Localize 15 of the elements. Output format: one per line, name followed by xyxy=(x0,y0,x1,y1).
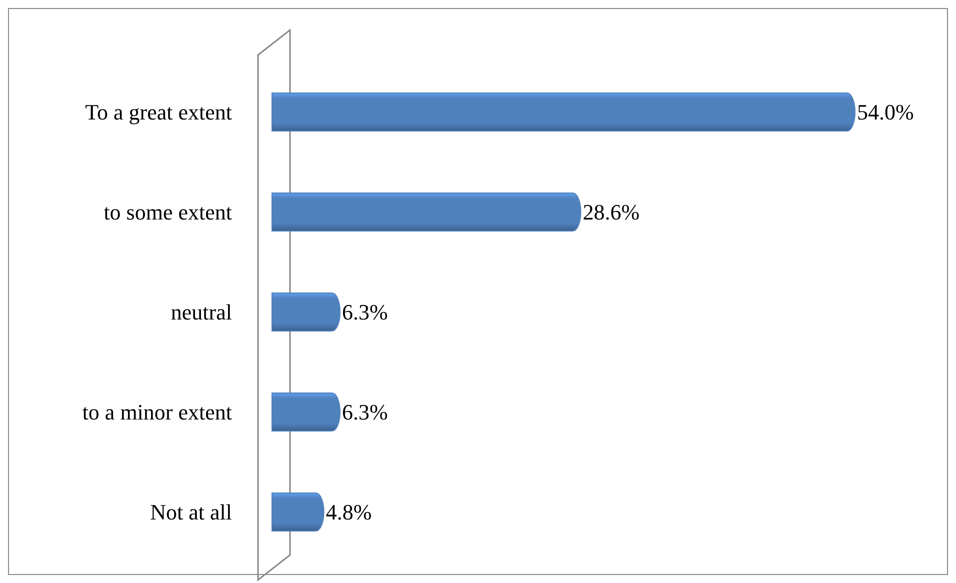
data-label: 28.6% xyxy=(582,200,640,225)
bar xyxy=(272,492,324,532)
data-label: 6.3% xyxy=(342,400,388,425)
data-label: 54.0% xyxy=(857,100,914,125)
y-tick-label: to a minor extent xyxy=(82,400,232,425)
bar xyxy=(272,192,582,232)
bar xyxy=(272,392,340,432)
y-tick-label: To a great extent xyxy=(85,100,232,125)
bar xyxy=(272,292,340,332)
bar xyxy=(272,92,856,132)
data-label: 4.8% xyxy=(326,500,372,525)
data-label: 6.3% xyxy=(342,300,388,325)
y-tick-label: Not at all xyxy=(150,500,232,525)
y-tick-label: to some extent xyxy=(104,200,232,225)
y-tick-label: neutral xyxy=(170,300,232,325)
